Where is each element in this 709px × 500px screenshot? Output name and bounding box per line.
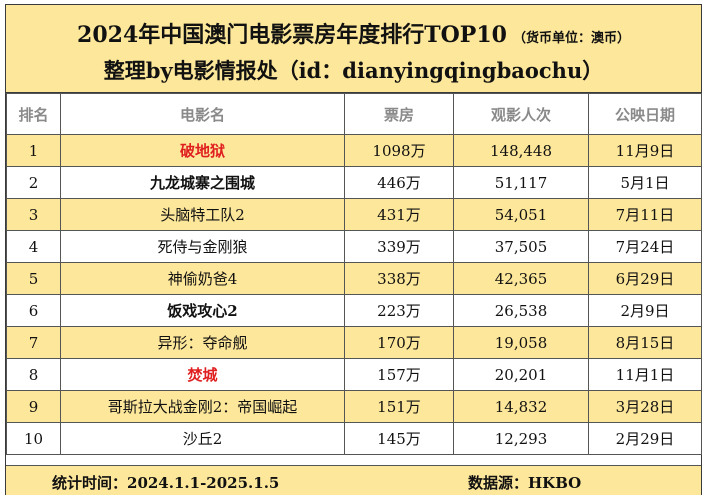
admissions-cell: 20,201 — [453, 358, 589, 391]
rank-cell: 9 — [6, 390, 61, 423]
release-date-cell: 11月1日 — [588, 358, 702, 391]
data-source: 数据源：HKBO — [468, 474, 582, 492]
box-office-cell: 431万 — [344, 198, 454, 231]
admissions-cell: 148,448 — [453, 134, 589, 167]
rank-cell: 10 — [6, 422, 61, 455]
movie-title-cell: 九龙城寨之围城 — [60, 166, 345, 199]
rank-cell: 2 — [6, 166, 61, 199]
column-header-box-office: 票房 — [344, 93, 454, 135]
release-date-cell: 5月1日 — [588, 166, 702, 199]
column-header-admissions: 观影人次 — [453, 93, 589, 135]
footer-bar: 统计时间：2024.1.1-2025.1.5 数据源：HKBO — [6, 465, 701, 495]
table-row: 1 破地狱 1098万 148,448 11月9日 — [6, 134, 702, 167]
rank-cell: 4 — [6, 230, 61, 263]
admissions-cell: 14,832 — [453, 390, 589, 423]
rank-cell: 6 — [6, 294, 61, 327]
table-row: 4 死侍与金刚狼 339万 37,505 7月24日 — [6, 230, 702, 263]
box-office-cell: 170万 — [344, 326, 454, 359]
rank-cell: 8 — [6, 358, 61, 391]
admissions-cell: 42,365 — [453, 262, 589, 295]
header-banner: 2024年中国澳门电影票房年度排行TOP10 （货币单位：澳币） 整理by电影情报… — [6, 5, 701, 93]
page-subtitle: 整理by电影情报处（id：dianyingqingbaochu） — [103, 58, 604, 83]
ranking-table: 排名 电影名 票房 观影人次 公映日期 1 破地狱 1098万 148,448 … — [6, 93, 702, 455]
admissions-cell: 51,117 — [453, 166, 589, 199]
admissions-cell: 54,051 — [453, 198, 589, 231]
movie-title-cell: 头脑特工队2 — [60, 198, 345, 231]
release-date-cell: 8月15日 — [588, 326, 702, 359]
box-office-cell: 151万 — [344, 390, 454, 423]
table-row: 5 神偷奶爸4 338万 42,365 6月29日 — [6, 262, 702, 295]
title-text: 2024年中国澳门电影票房年度排行TOP10 — [77, 22, 507, 48]
box-office-cell: 145万 — [344, 422, 454, 455]
movie-title-cell: 饭戏攻心2 — [60, 294, 345, 327]
rank-cell: 1 — [6, 134, 61, 167]
movie-title-cell: 异形：夺命舰 — [60, 326, 345, 359]
table-row: 3 头脑特工队2 431万 54,051 7月11日 — [6, 198, 702, 231]
movie-title-cell: 破地狱 — [60, 134, 345, 167]
table-row: 8 焚城 157万 20,201 11月1日 — [6, 358, 702, 391]
release-date-cell: 11月9日 — [588, 134, 702, 167]
admissions-cell: 26,538 — [453, 294, 589, 327]
rank-cell: 7 — [6, 326, 61, 359]
table-row: 10 沙丘2 145万 12,293 2月29日 — [6, 422, 702, 455]
admissions-cell: 19,058 — [453, 326, 589, 359]
table-row: 7 异形：夺命舰 170万 19,058 8月15日 — [6, 326, 702, 359]
admissions-cell: 12,293 — [453, 422, 589, 455]
box-office-cell: 446万 — [344, 166, 454, 199]
movie-title-cell: 死侍与金刚狼 — [60, 230, 345, 263]
table-row: 6 饭戏攻心2 223万 26,538 2月9日 — [6, 294, 702, 327]
box-office-table-card: 2024年中国澳门电影票房年度排行TOP10 （货币单位：澳币） 整理by电影情报… — [5, 4, 702, 495]
page-title: 2024年中国澳门电影票房年度排行TOP10 （货币单位：澳币） — [6, 17, 701, 49]
table-row: 2 九龙城寨之围城 446万 51,117 5月1日 — [6, 166, 702, 199]
release-date-cell: 7月11日 — [588, 198, 702, 231]
rank-cell: 3 — [6, 198, 61, 231]
statistics-period: 统计时间：2024.1.1-2025.1.5 — [52, 474, 280, 492]
release-date-cell: 7月24日 — [588, 230, 702, 263]
rank-cell: 5 — [6, 262, 61, 295]
movie-title-cell: 神偷奶爸4 — [60, 262, 345, 295]
release-date-cell: 2月9日 — [588, 294, 702, 327]
movie-title-cell: 沙丘2 — [60, 422, 345, 455]
admissions-cell: 37,505 — [453, 230, 589, 263]
box-office-cell: 157万 — [344, 358, 454, 391]
movie-title-cell: 焚城 — [60, 358, 345, 391]
release-date-cell: 2月29日 — [588, 422, 702, 455]
release-date-cell: 6月29日 — [588, 262, 702, 295]
box-office-cell: 223万 — [344, 294, 454, 327]
table-row: 9 哥斯拉大战金刚2：帝国崛起 151万 14,832 3月28日 — [6, 390, 702, 423]
box-office-cell: 338万 — [344, 262, 454, 295]
box-office-cell: 339万 — [344, 230, 454, 263]
table-header-row: 排名 电影名 票房 观影人次 公映日期 — [6, 93, 702, 135]
currency-unit-note: （货币单位：澳币） — [512, 31, 630, 46]
box-office-cell: 1098万 — [344, 134, 454, 167]
movie-title-cell: 哥斯拉大战金刚2：帝国崛起 — [60, 390, 345, 423]
column-header-title: 电影名 — [60, 93, 345, 135]
column-header-release-date: 公映日期 — [588, 93, 702, 135]
release-date-cell: 3月28日 — [588, 390, 702, 423]
column-header-rank: 排名 — [6, 93, 61, 135]
